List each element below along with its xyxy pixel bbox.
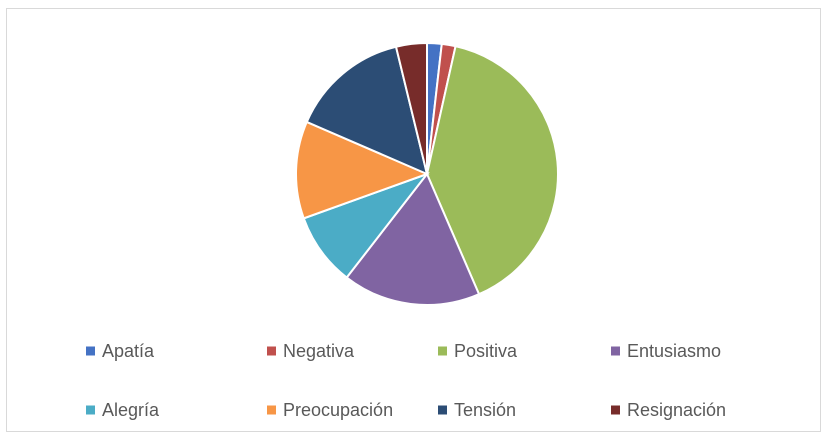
legend-marker (611, 346, 620, 356)
legend-marker (611, 405, 620, 415)
legend-marker (438, 346, 447, 356)
pie-slice (425, 44, 559, 296)
pie-slice (394, 41, 428, 175)
legend-marker (267, 346, 276, 356)
legend-label: Preocupación (283, 400, 393, 420)
legend-label: Alegría (102, 400, 160, 420)
legend-label: Negativa (283, 341, 355, 361)
legend-marker (86, 405, 95, 415)
pie-slice (345, 172, 481, 306)
legend-label: Tensión (454, 400, 516, 420)
legend-label: Entusiasmo (627, 341, 721, 361)
legend-marker (267, 405, 276, 415)
legend-label: Resignación (627, 400, 726, 420)
legend-label: Apatía (102, 341, 155, 361)
pie-slice (305, 45, 429, 176)
pie-slice (295, 120, 430, 220)
legend-marker (86, 346, 95, 356)
legend-label: Positiva (454, 341, 518, 361)
legend-marker (438, 405, 447, 415)
